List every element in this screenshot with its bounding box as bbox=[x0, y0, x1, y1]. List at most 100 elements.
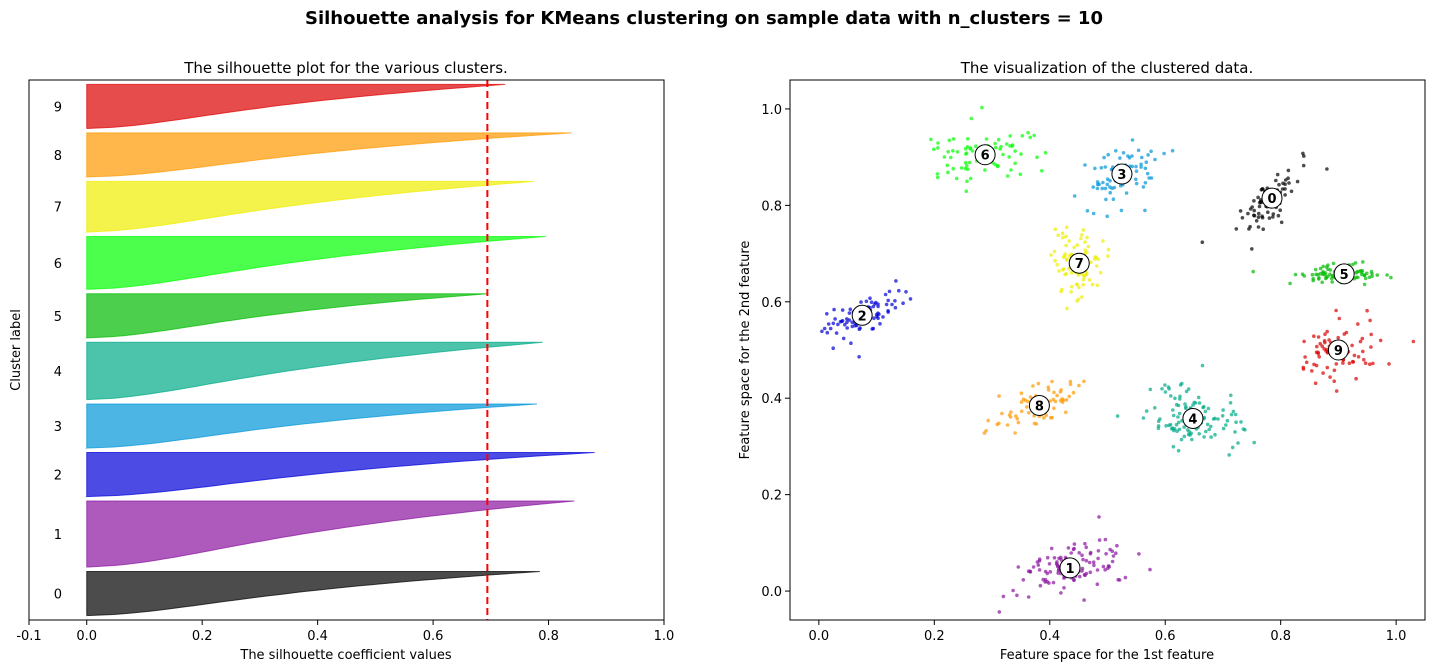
scatter-point bbox=[1328, 375, 1332, 379]
scatter-point bbox=[1256, 195, 1260, 200]
scatter-point bbox=[1016, 420, 1021, 425]
scatter-point bbox=[1176, 448, 1181, 453]
scatter-point bbox=[1055, 393, 1059, 398]
scatter-point bbox=[1260, 187, 1264, 191]
scatter-point bbox=[1103, 537, 1108, 542]
scatter-point bbox=[964, 151, 969, 155]
scatter-point bbox=[1261, 227, 1265, 231]
scatter-point bbox=[963, 160, 968, 165]
scatter-point bbox=[1077, 383, 1081, 388]
scatter-point bbox=[1144, 409, 1149, 413]
scatter-point bbox=[1095, 582, 1100, 586]
silhouette-x-tick-label: -0.1 bbox=[16, 629, 41, 644]
silhouette-x-tick-label: 0.2 bbox=[192, 629, 213, 644]
scatter-point bbox=[1318, 271, 1323, 276]
scatter-point bbox=[1052, 249, 1057, 254]
scatter-point bbox=[1283, 178, 1288, 182]
scatter-point bbox=[929, 137, 933, 142]
scatter-point bbox=[1046, 388, 1051, 392]
scatter-point bbox=[1164, 424, 1168, 428]
scatter-point bbox=[1176, 403, 1181, 408]
scatter-point bbox=[1363, 361, 1368, 366]
scatter-point bbox=[1059, 591, 1063, 595]
cluster-label-7: 7 bbox=[54, 201, 62, 216]
scatter-point bbox=[1075, 243, 1080, 247]
scatter-point bbox=[1301, 367, 1306, 371]
scatter-point bbox=[936, 146, 940, 150]
scatter-point bbox=[1026, 399, 1030, 404]
scatter-point bbox=[869, 300, 874, 305]
scatter-point bbox=[995, 422, 1000, 427]
silhouette-band-3 bbox=[84, 403, 538, 449]
silhouette-bands bbox=[84, 83, 595, 617]
scatter-point bbox=[1010, 144, 1014, 148]
scatter-point bbox=[1368, 362, 1372, 367]
scatter-point bbox=[1001, 152, 1005, 157]
scatter-point bbox=[1177, 411, 1182, 416]
cluster-center-1 bbox=[1059, 557, 1081, 579]
scatter-x-tick-label: 1.0 bbox=[1386, 629, 1407, 644]
scatter-point bbox=[1369, 269, 1374, 274]
scatter-point bbox=[1341, 361, 1345, 365]
scatter-y-tick-label: 0.8 bbox=[761, 199, 782, 214]
scatter-point bbox=[1072, 578, 1076, 582]
scatter-point bbox=[1144, 160, 1149, 164]
scatter-point bbox=[1047, 562, 1052, 566]
cluster-center-4 bbox=[1182, 407, 1204, 429]
scatter-point bbox=[1011, 588, 1015, 593]
cluster-center-2 bbox=[851, 304, 873, 326]
scatter-point bbox=[1008, 415, 1013, 419]
scatter-point bbox=[1080, 233, 1084, 237]
scatter-point bbox=[1295, 179, 1300, 184]
scatter-point bbox=[1045, 579, 1049, 584]
scatter-point bbox=[1057, 269, 1061, 273]
scatter-point bbox=[1361, 349, 1365, 354]
scatter-point bbox=[1032, 421, 1037, 426]
scatter-point bbox=[1092, 563, 1096, 568]
scatter-point bbox=[1005, 423, 1010, 427]
scatter-point bbox=[1387, 362, 1391, 366]
scatter-point bbox=[1334, 308, 1338, 313]
scatter-y-ticks: 0.0 0.2 0.4 0.6 0.8 1.0 bbox=[761, 103, 790, 600]
scatter-point bbox=[1103, 568, 1107, 572]
silhouette-band-1 bbox=[86, 500, 575, 568]
scatter-axes-frame bbox=[789, 79, 1426, 621]
scatter-point bbox=[1205, 422, 1210, 427]
scatter-point bbox=[850, 324, 855, 329]
scatter-point bbox=[825, 330, 830, 335]
scatter-point bbox=[1097, 538, 1102, 542]
scatter-point bbox=[1143, 166, 1148, 171]
scatter-point bbox=[820, 329, 824, 334]
scatter-point bbox=[1175, 429, 1179, 434]
scatter-point bbox=[1411, 339, 1416, 344]
scatter-point bbox=[1351, 262, 1355, 267]
scatter-point bbox=[1063, 252, 1067, 256]
silhouette-band-6 bbox=[86, 235, 546, 290]
cluster-center-label-2: 2 bbox=[858, 309, 867, 324]
scatter-point bbox=[1252, 213, 1257, 218]
scatter-point bbox=[1238, 209, 1243, 213]
scatter-point bbox=[1361, 260, 1365, 264]
silhouette-band-5 bbox=[85, 293, 488, 339]
scatter-point bbox=[1118, 156, 1122, 160]
scatter-point bbox=[1106, 254, 1110, 258]
scatter-point bbox=[1035, 155, 1039, 159]
scatter-point bbox=[1325, 365, 1330, 370]
scatter-point bbox=[1143, 208, 1147, 213]
scatter-point bbox=[1334, 362, 1339, 366]
scatter-point bbox=[1228, 401, 1233, 405]
scatter-point bbox=[1018, 172, 1023, 177]
scatter-point bbox=[951, 137, 956, 141]
scatter-point bbox=[949, 155, 953, 160]
scatter-point bbox=[1252, 208, 1256, 213]
scatter-y-tick-label: 0.4 bbox=[761, 392, 782, 407]
scatter-point bbox=[954, 176, 959, 181]
scatter-point bbox=[969, 116, 974, 121]
scatter-point bbox=[1084, 545, 1088, 550]
scatter-point bbox=[1160, 387, 1164, 391]
cluster-center-7 bbox=[1068, 252, 1090, 274]
scatter-y-tick-label: 0.2 bbox=[761, 489, 782, 504]
scatter-point bbox=[1072, 194, 1077, 198]
scatter-point bbox=[1106, 247, 1111, 252]
scatter-point bbox=[1216, 417, 1220, 421]
